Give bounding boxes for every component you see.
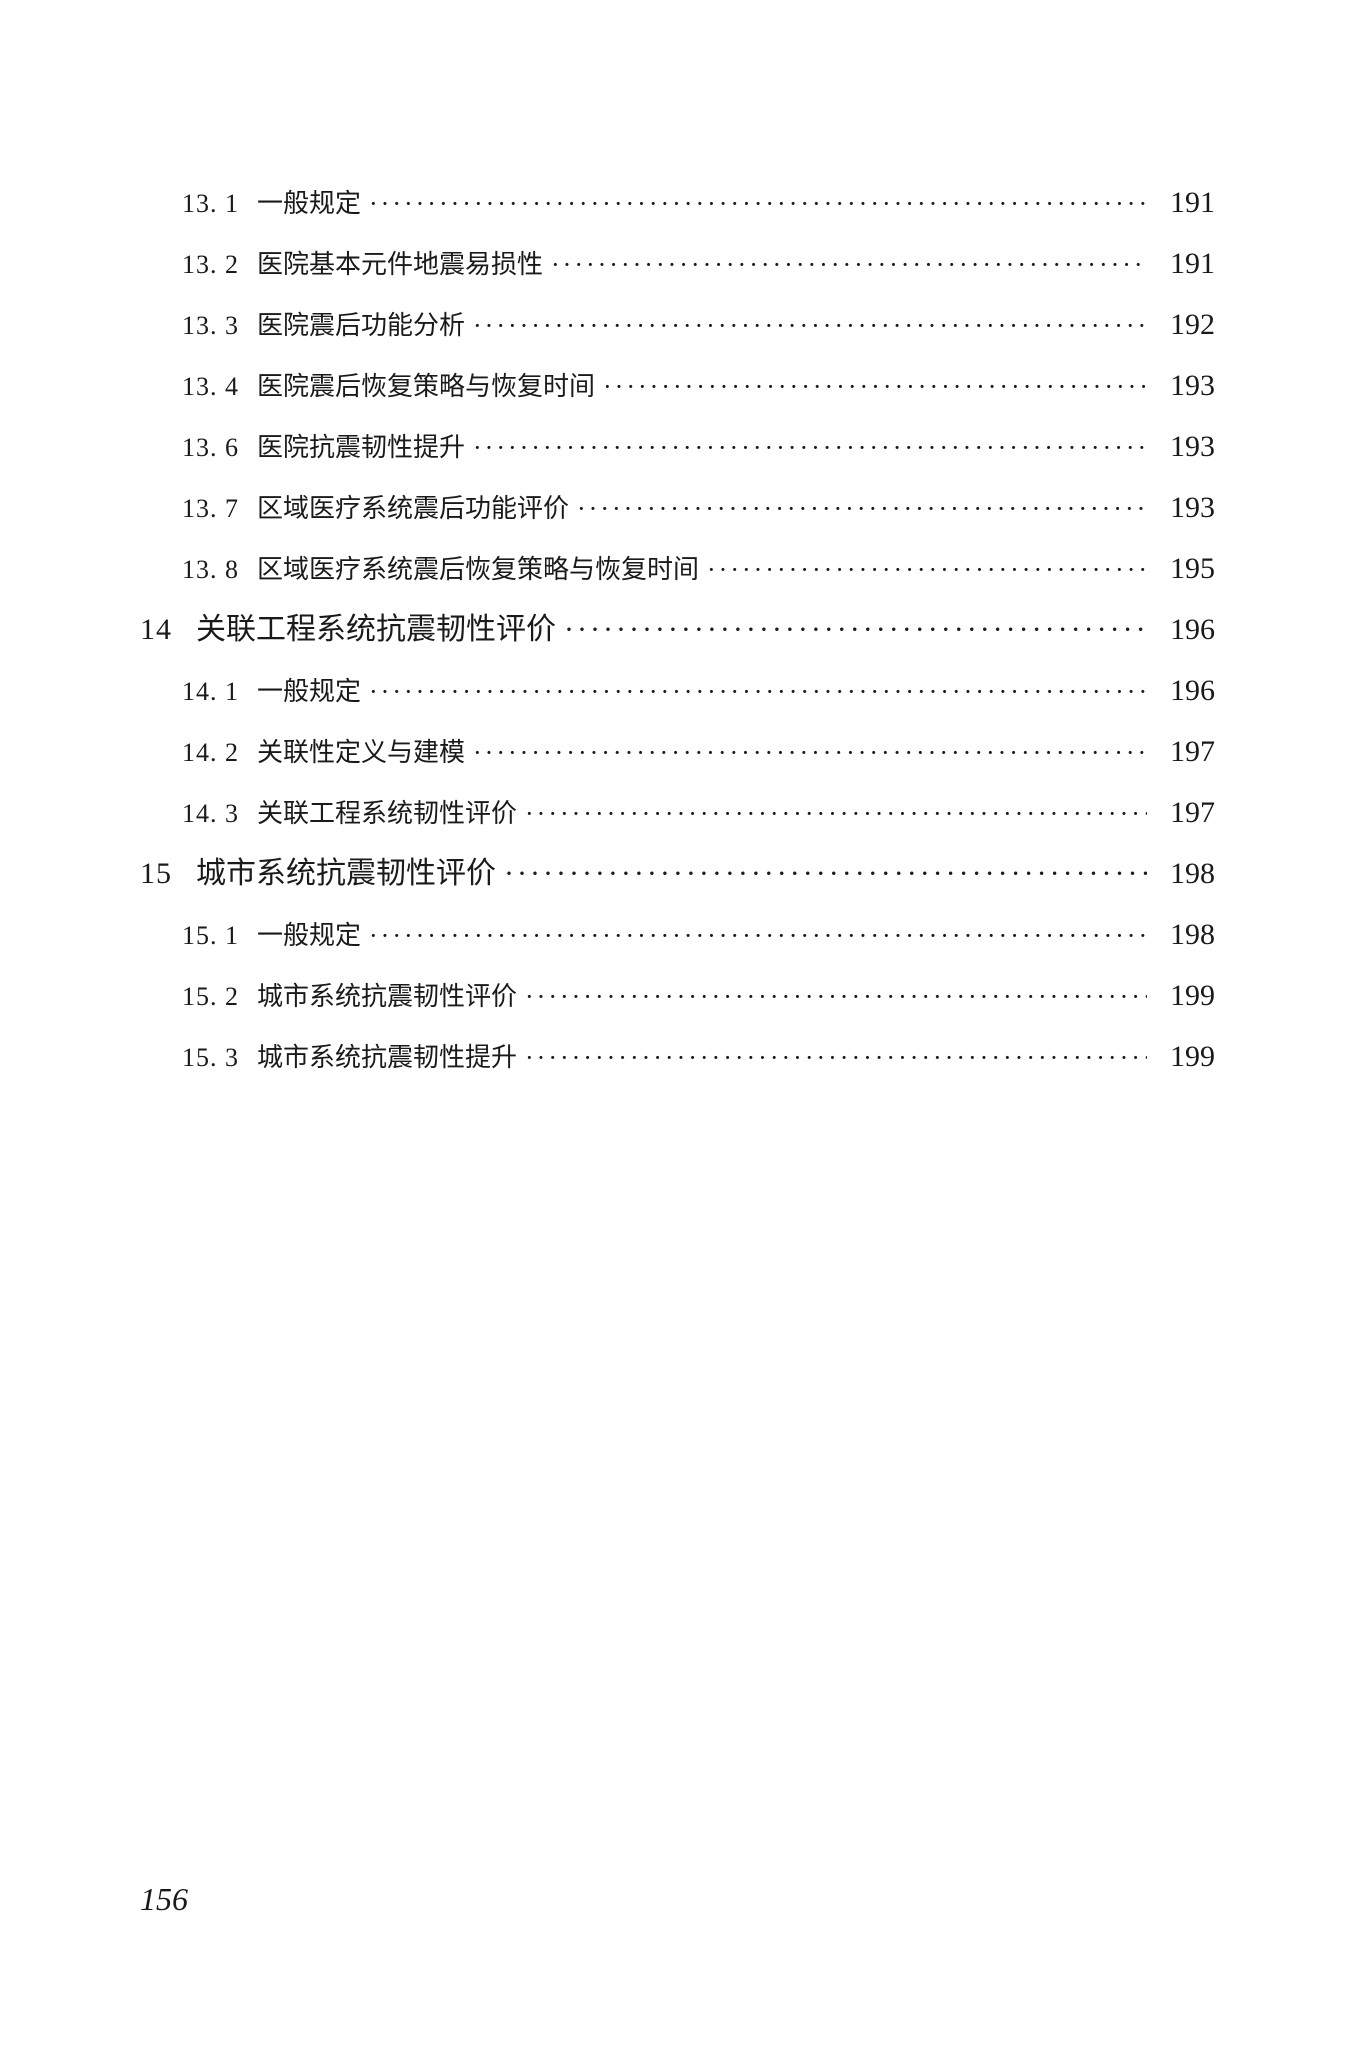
- toc-entry-page: 198: [1155, 851, 1215, 896]
- toc-entry-title: 医院震后恢复策略与恢复时间: [257, 367, 595, 406]
- page-content: 13. 1一般规定·······························…: [0, 0, 1355, 1079]
- toc-entry-page: 195: [1155, 546, 1215, 591]
- toc-entry-title: 一般规定: [257, 672, 361, 711]
- toc-entry-title: 区域医疗系统震后恢复策略与恢复时间: [257, 550, 699, 589]
- toc-entry-title: 城市系统抗震韧性评价: [196, 851, 496, 896]
- toc-entry: 14. 3 关联工程系统韧性评价·························…: [140, 790, 1215, 835]
- toc-entry-page: 199: [1155, 1034, 1215, 1079]
- toc-leader-dots: ········································…: [525, 794, 1147, 833]
- toc-entry: 14 关联工程系统抗震韧性评价··························…: [140, 607, 1215, 652]
- toc-leader-dots: ········································…: [504, 851, 1147, 896]
- toc-entry-page: 192: [1155, 302, 1215, 347]
- toc-entry: 13. 6 医院抗震韧性提升···························…: [140, 424, 1215, 469]
- toc-entry-title: 医院震后功能分析: [257, 306, 465, 345]
- toc-entry-number: 13. 8: [182, 550, 239, 589]
- toc-entry-page: 193: [1155, 424, 1215, 469]
- toc-entry-page: 199: [1155, 973, 1215, 1018]
- toc-entry-number: 14. 1: [182, 672, 239, 711]
- toc-leader-dots: ········································…: [525, 977, 1147, 1016]
- toc-leader-dots: ········································…: [473, 733, 1147, 772]
- toc-entry-title: 医院抗震韧性提升: [257, 428, 465, 467]
- toc-entry: 13. 2 医院基本元件地震易损性························…: [140, 241, 1215, 286]
- toc-entry-title: 关联性定义与建模: [257, 733, 465, 772]
- toc-entry-number: 15. 1: [182, 916, 239, 955]
- toc-entry-number: 13. 6: [182, 428, 239, 467]
- toc-entry-number: 14: [140, 607, 172, 652]
- toc-entry: 13. 1 一般规定·······························…: [140, 180, 1215, 225]
- toc-entry: 15. 1 一般规定·······························…: [140, 912, 1215, 957]
- toc-leader-dots: ········································…: [369, 672, 1147, 711]
- toc-entry-title: 关联工程系统韧性评价: [257, 794, 517, 833]
- toc-entry-number: 13. 2: [182, 245, 239, 284]
- toc-entry-number: 13. 1: [182, 184, 239, 223]
- toc-entry-page: 197: [1155, 790, 1215, 835]
- toc-leader-dots: ········································…: [577, 489, 1147, 528]
- toc-entry-number: 15. 3: [182, 1038, 239, 1077]
- toc-entry: 13. 3 医院震后功能分析···························…: [140, 302, 1215, 347]
- toc-entry-number: 13. 7: [182, 489, 239, 528]
- toc-leader-dots: ········································…: [707, 550, 1147, 589]
- toc-entry-title: 医院基本元件地震易损性: [257, 245, 543, 284]
- toc-entry: 15. 2 城市系统抗震韧性评价·························…: [140, 973, 1215, 1018]
- toc-entry: 13. 7 区域医疗系统震后功能评价·······················…: [140, 485, 1215, 530]
- toc-leader-dots: ········································…: [551, 245, 1147, 284]
- toc-entry-page: 196: [1155, 607, 1215, 652]
- toc-entry-number: 14. 2: [182, 733, 239, 772]
- toc-leader-dots: ········································…: [473, 306, 1147, 345]
- toc-entry-number: 14. 3: [182, 794, 239, 833]
- toc-entry-number: 15: [140, 851, 172, 896]
- toc-leader-dots: ········································…: [369, 916, 1147, 955]
- table-of-contents: 13. 1一般规定·······························…: [140, 180, 1215, 1079]
- toc-entry-title: 区域医疗系统震后功能评价: [257, 489, 569, 528]
- toc-entry-page: 193: [1155, 485, 1215, 530]
- toc-leader-dots: ········································…: [525, 1038, 1147, 1077]
- toc-entry-page: 191: [1155, 180, 1215, 225]
- toc-entry: 13. 8 区域医疗系统震后恢复策略与恢复时间··················…: [140, 546, 1215, 591]
- toc-entry: 14. 1 一般规定·······························…: [140, 668, 1215, 713]
- toc-entry-page: 197: [1155, 729, 1215, 774]
- toc-leader-dots: ········································…: [564, 607, 1147, 652]
- toc-entry-title: 城市系统抗震韧性提升: [257, 1038, 517, 1077]
- toc-entry-number: 15. 2: [182, 977, 239, 1016]
- toc-entry-number: 13. 4: [182, 367, 239, 406]
- toc-leader-dots: ········································…: [473, 428, 1147, 467]
- toc-entry: 15. 3 城市系统抗震韧性提升·························…: [140, 1034, 1215, 1079]
- page-number: 156: [140, 1881, 188, 1918]
- toc-entry-title: 城市系统抗震韧性评价: [257, 977, 517, 1016]
- toc-entry-title: 一般规定: [257, 184, 361, 223]
- toc-entry-number: 13. 3: [182, 306, 239, 345]
- toc-entry-page: 193: [1155, 363, 1215, 408]
- toc-entry-page: 198: [1155, 912, 1215, 957]
- toc-entry-title: 一般规定: [257, 916, 361, 955]
- toc-entry: 15 城市系统抗震韧性评价····························…: [140, 851, 1215, 896]
- toc-entry-page: 196: [1155, 668, 1215, 713]
- toc-entry: 13. 4 医院震后恢复策略与恢复时间······················…: [140, 363, 1215, 408]
- toc-entry-title: 关联工程系统抗震韧性评价: [196, 607, 556, 652]
- toc-entry: 14. 2 关联性定义与建模···························…: [140, 729, 1215, 774]
- toc-leader-dots: ········································…: [603, 367, 1147, 406]
- toc-entry-page: 191: [1155, 241, 1215, 286]
- toc-leader-dots: ········································…: [369, 184, 1147, 223]
